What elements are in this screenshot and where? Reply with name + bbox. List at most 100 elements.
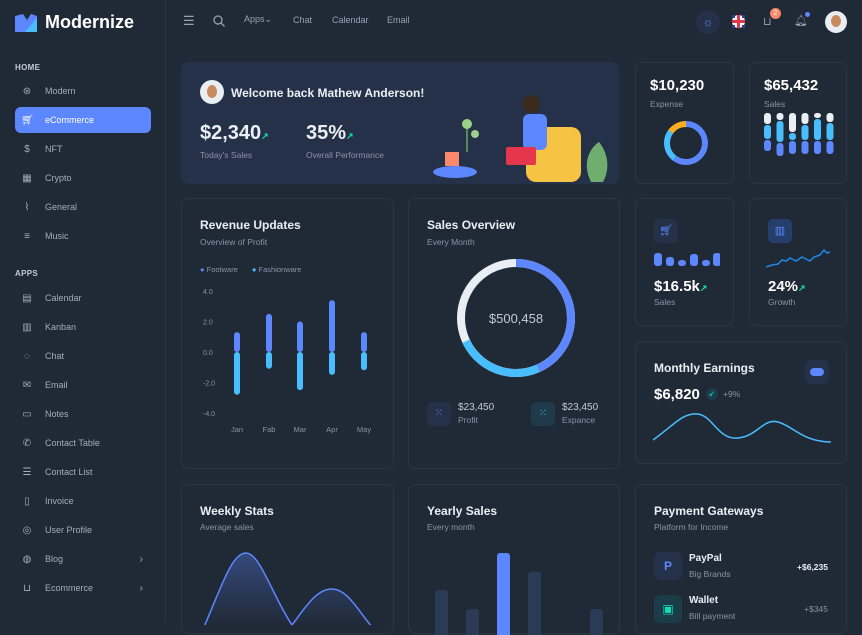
monthly-title: Monthly Earnings [654, 361, 755, 375]
notes-icon: ▭ [22, 408, 32, 420]
sidebar-item-invoice[interactable]: ▯ Invoice [15, 488, 151, 514]
stack-bar-segment [826, 123, 834, 140]
paypal-icon: P [654, 552, 682, 580]
sidebar-item-music[interactable]: ≡ Music [15, 223, 151, 249]
revenue-title: Revenue Updates [200, 218, 301, 232]
toggle-icon[interactable] [805, 360, 829, 384]
sales-stacked-bars [764, 113, 834, 156]
kanban-icon: ▥ [22, 321, 32, 333]
nav-chat[interactable]: Chat [293, 15, 313, 25]
sidebar-item-contact-list[interactable]: ☰ Contact List [15, 459, 151, 485]
avatar[interactable] [825, 11, 847, 33]
sidebar-item-chat[interactable]: ◌ Chat [15, 343, 151, 369]
grid-icon: ⁙ [427, 402, 451, 426]
mail-icon: ✉ [22, 379, 32, 391]
monthly-change: +9% [723, 389, 741, 399]
sidebar-item-modern[interactable]: ⊛ Modern [15, 78, 151, 104]
revenue-chart: 4.0 2.0 0.0 -2.0 -4.0 Jan Fab Mar Apr May [203, 289, 371, 434]
nav-email[interactable]: Email [387, 15, 410, 25]
y-tick-label: 0.0 [203, 350, 213, 357]
small-sales-label: Sales [654, 297, 676, 307]
section-apps: APPS [15, 269, 38, 278]
calendar-icon: ▤ [22, 292, 32, 304]
sales-overview-total: $500,458 [488, 311, 544, 326]
theme-toggle-sun-icon[interactable]: ☼ [696, 10, 720, 34]
header: ☰ Apps⌄ Chat Calendar Email ☼ ⊔ 2 🔔︎ [166, 0, 862, 44]
expense-card: $10,230 Expense [635, 62, 734, 184]
paypal-sub: Big Brands [689, 569, 731, 579]
sidebar-item-notes[interactable]: ▭ Notes [15, 401, 151, 427]
legend-fashionware[interactable]: ● Fashionware [251, 265, 302, 274]
chat-icon: ◌ [24, 350, 30, 362]
stack-bar-segment [776, 121, 784, 142]
sidebar-item-blog[interactable]: ◍ Blog › [15, 546, 151, 572]
sidebar-item-kanban[interactable]: ▥ Kanban [15, 314, 151, 340]
bar-footware-mar [297, 321, 303, 352]
sidebar-item-calendar[interactable]: ▤ Calendar [15, 285, 151, 311]
sidebar-item-user-profile[interactable]: ◎ User Profile [15, 517, 151, 543]
logo[interactable]: Modernize [15, 12, 134, 33]
sidebar-item-label: Kanban [45, 322, 77, 332]
search-icon[interactable] [213, 15, 225, 27]
sales-label: Sales [764, 99, 786, 109]
chevron-down-icon: ⌄ [264, 14, 273, 24]
sidebar-item-contact-table[interactable]: ✆ Contact Table [15, 430, 151, 456]
sidebar-item-label: Calendar [45, 293, 82, 303]
stack-bar-segment [764, 113, 771, 124]
sales-value: $65,432 [764, 77, 819, 94]
x-tick-label: Jan [231, 425, 243, 434]
app-name: Modernize [45, 12, 135, 32]
welcome-illustration [433, 95, 608, 182]
welcome-title: Welcome back Mathew Anderson! [231, 86, 425, 100]
sidebar-item-ecommerce[interactable]: 🛒︎ eCommerce [15, 107, 151, 133]
paypal-amount: +$6,235 [797, 562, 828, 572]
stack-bar-segment [789, 133, 796, 140]
payment-gateways-card: Payment Gateways Platform for Income P P… [635, 484, 847, 634]
sidebar-item-general[interactable]: ⌇ General [15, 194, 151, 220]
weekly-subtitle: Average sales [200, 522, 254, 532]
y-tick-label: -4.0 [203, 411, 215, 418]
legend-footware[interactable]: ● Footware [200, 265, 238, 274]
stack-bar-segment [814, 141, 821, 154]
bar-fashionware-may [361, 352, 367, 371]
list-icon: ☰ [22, 466, 32, 478]
welcome-card: Welcome back Mathew Anderson! $2,340↗ To… [181, 62, 619, 184]
bar-footware-may [361, 332, 367, 352]
y-tick-label: -2.0 [203, 381, 215, 388]
uk-flag-icon[interactable] [732, 15, 745, 28]
expance-label: Expance [562, 415, 596, 425]
weekly-stats-chart [204, 552, 372, 625]
sales-mini-bars [654, 253, 720, 266]
bell-icon[interactable]: 🔔︎ [794, 15, 808, 27]
chevron-right-icon: › [139, 582, 143, 594]
bar-chart-icon: ▥ [768, 219, 792, 243]
sales-overview-subtitle: Every Month [427, 237, 475, 247]
nav-calendar[interactable]: Calendar [332, 15, 369, 25]
cart-icon[interactable]: ⊔ [763, 16, 772, 28]
cart-badge: 2 [770, 8, 781, 19]
sidebar-item-crypto[interactable]: ▦ Crypto [15, 165, 151, 191]
performance-value: 35%↗ [306, 122, 354, 144]
arrow-up-right-icon: ↗ [346, 131, 354, 141]
stack-bar-segment [789, 141, 796, 154]
bar-fashionware-mar [297, 352, 303, 391]
expense-value: $10,230 [650, 77, 705, 94]
yearly-sales-chart [435, 553, 603, 635]
paypal-name: PayPal [689, 553, 722, 564]
section-home: HOME [15, 63, 41, 72]
today-sales-label: Today's Sales [200, 150, 253, 160]
sidebar-item-nft[interactable]: $ NFT [15, 136, 151, 162]
nav-apps[interactable]: Apps⌄ [244, 14, 272, 25]
arrow-down-left-icon: ↙ [706, 388, 718, 400]
notification-dot [805, 12, 810, 17]
sidebar-item-ecommerce[interactable]: ⊔ Ecommerce › [15, 575, 151, 601]
small-sales-card: 🛒︎ $16.5k↗ Sales [635, 198, 734, 326]
wallet-icon: ▣ [654, 595, 682, 623]
stack-bar-segment [826, 141, 834, 154]
sidebar-item-email[interactable]: ✉ Email [15, 372, 151, 398]
donut-segment [664, 121, 708, 165]
bar [528, 572, 541, 635]
menu-icon[interactable]: ☰ [183, 13, 195, 28]
performance-label: Overall Performance [306, 150, 384, 160]
payments-title: Payment Gateways [654, 504, 764, 518]
